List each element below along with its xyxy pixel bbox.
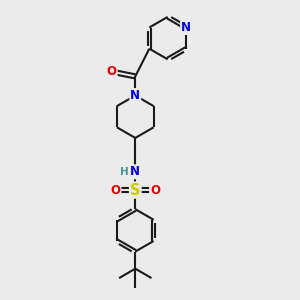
Text: O: O [107, 65, 117, 79]
Text: S: S [130, 182, 140, 197]
Text: N: N [181, 21, 191, 34]
Text: O: O [110, 184, 121, 196]
Text: N: N [130, 165, 140, 178]
Text: O: O [150, 184, 160, 196]
Text: N: N [130, 89, 140, 102]
Text: H: H [120, 167, 128, 177]
